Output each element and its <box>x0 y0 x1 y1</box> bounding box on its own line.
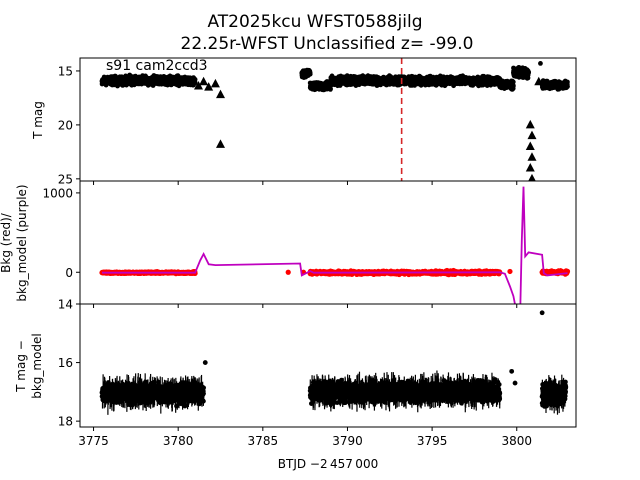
y-tick-label: 20 <box>58 118 73 132</box>
data-point <box>307 71 313 77</box>
upper-limit-marker <box>204 82 214 91</box>
y-tick-label: 1000 <box>42 186 73 200</box>
bkg-point <box>285 269 291 275</box>
upper-limit-marker <box>527 152 537 161</box>
panel-frame <box>79 180 577 305</box>
plot-area-1 <box>99 186 571 304</box>
chart-title-line2: 22.25r-WFST Unclassified z= -99.0 <box>181 34 474 54</box>
y-tick-label: 0 <box>65 266 73 280</box>
data-point <box>538 60 543 66</box>
panel-top: 15 20 25 <box>58 57 577 186</box>
upper-limit-marker <box>210 78 220 88</box>
chart-title-line1: AT2025kcu WFST0588jilg <box>207 12 422 32</box>
data-point <box>511 83 516 89</box>
y-tick-label: 25 <box>58 172 73 186</box>
data-point <box>510 79 516 85</box>
plot-area-2 <box>99 310 569 415</box>
upper-limit-marker <box>525 163 535 172</box>
upper-limit-marker <box>216 89 226 99</box>
upper-limit-marker <box>527 130 537 140</box>
upper-limit-marker <box>199 76 209 86</box>
plot-area-0 <box>99 58 570 181</box>
upper-limit-marker <box>216 139 226 148</box>
upper-limit-marker <box>528 173 536 181</box>
upper-limit-marker <box>534 76 544 86</box>
y-tick-label: 15 <box>58 64 73 78</box>
bkg-model-line <box>102 186 568 304</box>
data-point <box>526 69 531 75</box>
data-point <box>328 86 333 92</box>
upper-limit-marker <box>525 119 535 129</box>
data-point <box>565 84 570 89</box>
upper-limit-marker <box>525 141 535 150</box>
upper-limit-marker <box>193 81 203 90</box>
data-point <box>565 79 570 85</box>
panel-middle: 0 1000 <box>42 180 577 308</box>
data-point <box>192 77 198 82</box>
bkg-point <box>507 268 513 275</box>
